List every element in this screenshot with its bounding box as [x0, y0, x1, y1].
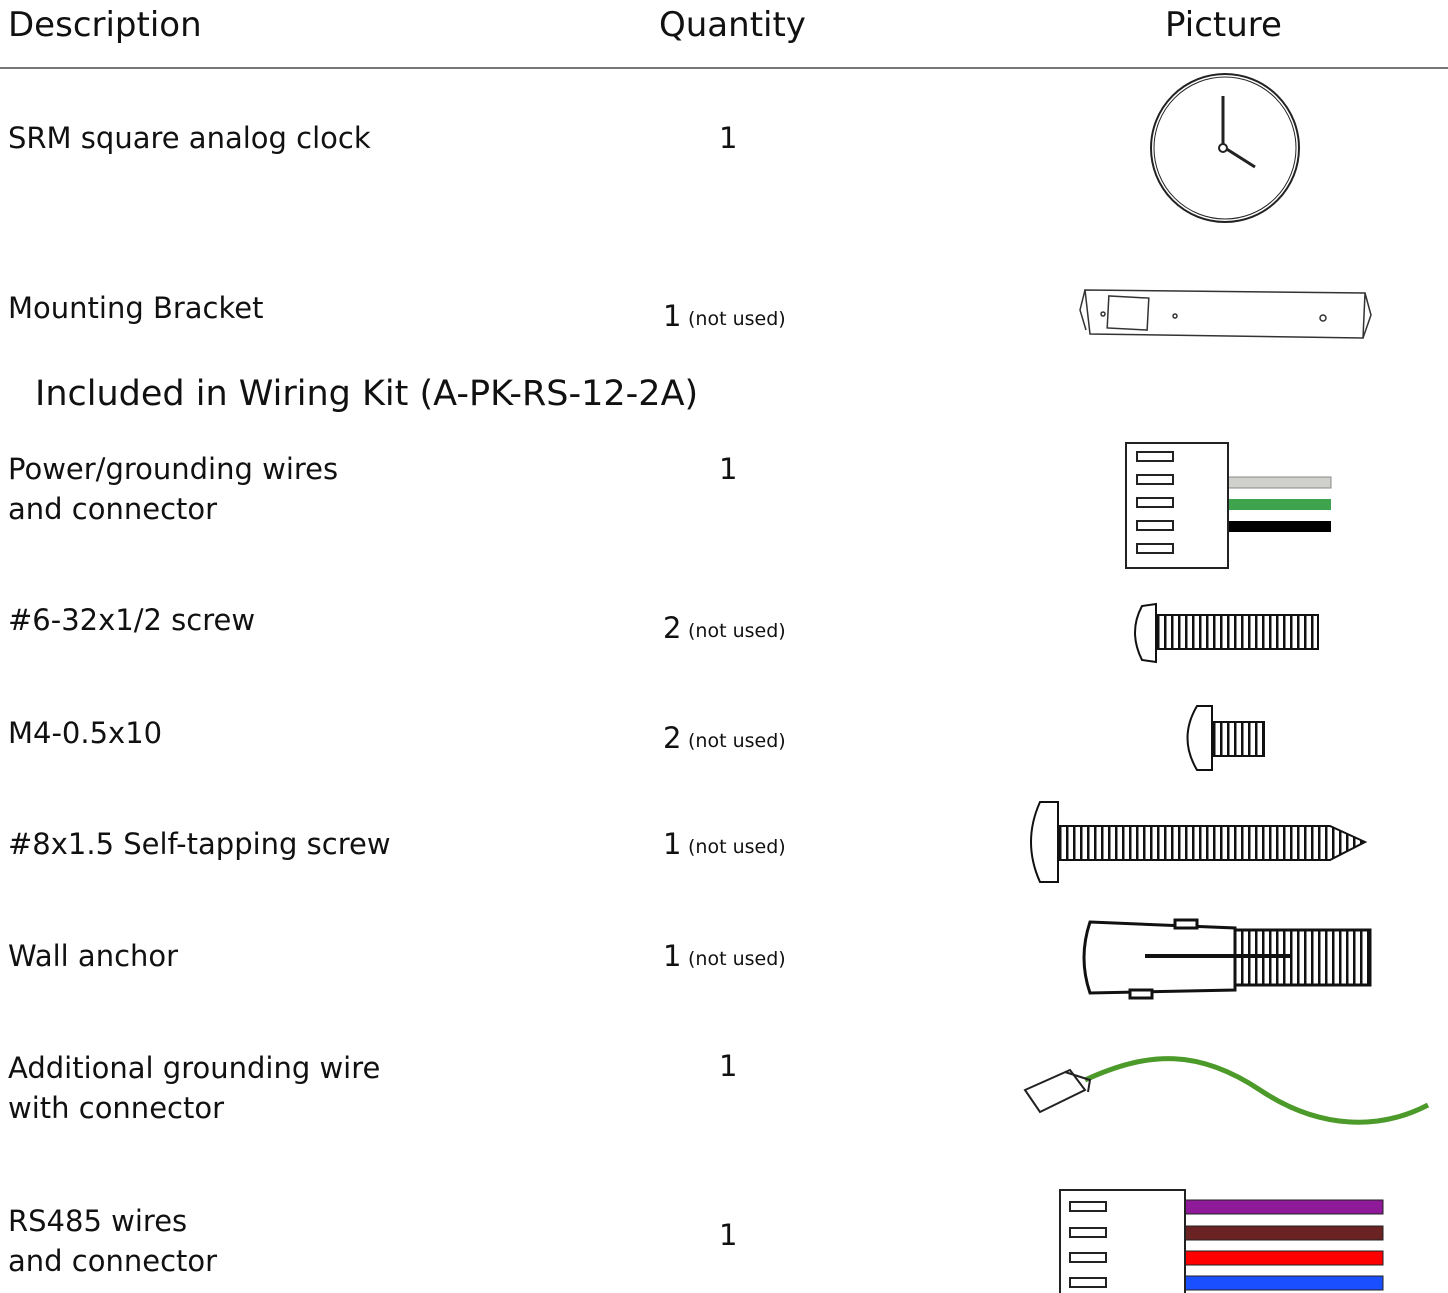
section-title: Included in Wiring Kit (A-PK-RS-12-2A): [35, 374, 699, 414]
self-tapping-screw-picture: [1030, 801, 1368, 883]
description: RS485 wires: [8, 1204, 188, 1238]
description: Additional grounding wire: [8, 1051, 381, 1085]
power-connector-picture: [1125, 442, 1332, 569]
m4-screw-picture: [1186, 705, 1265, 771]
description: SRM square analog clock: [8, 121, 371, 155]
column-header: Description: [8, 5, 202, 45]
quantity-note: (not used): [688, 308, 786, 330]
quantity-note: (not used): [688, 948, 786, 970]
description: #6-32x1/2 screw: [8, 603, 256, 637]
column-header: Quantity: [659, 5, 806, 45]
quantity: 1: [663, 827, 682, 861]
quantity-note: (not used): [688, 836, 786, 858]
description: and connector: [8, 1244, 218, 1278]
column-header: Picture: [1165, 5, 1282, 45]
quantity: 1: [719, 121, 738, 155]
quantity-note: (not used): [688, 730, 786, 752]
description: Power/grounding wires: [8, 452, 339, 486]
description: Mounting Bracket: [8, 291, 264, 325]
grounding-wire-picture: [1023, 1056, 1430, 1125]
rs485-connector-picture: [1059, 1189, 1384, 1293]
description: #8x1.5 Self-tapping screw: [8, 827, 391, 861]
quantity: 1: [663, 939, 682, 973]
clock-picture: [1150, 73, 1300, 223]
screw-picture: [1134, 602, 1319, 664]
quantity: 2: [663, 611, 682, 645]
description: M4-0.5x10: [8, 716, 163, 750]
description: with connector: [8, 1091, 225, 1125]
description: Wall anchor: [8, 939, 179, 973]
quantity: 2: [663, 721, 682, 755]
quantity: 1: [719, 452, 738, 486]
wall-anchor-picture: [1082, 918, 1372, 1000]
bracket-picture: [1079, 289, 1372, 339]
quantity: 1: [719, 1218, 738, 1252]
quantity-note: (not used): [688, 620, 786, 642]
quantity: 1: [719, 1049, 738, 1083]
quantity: 1: [663, 299, 682, 333]
description: and connector: [8, 492, 218, 526]
